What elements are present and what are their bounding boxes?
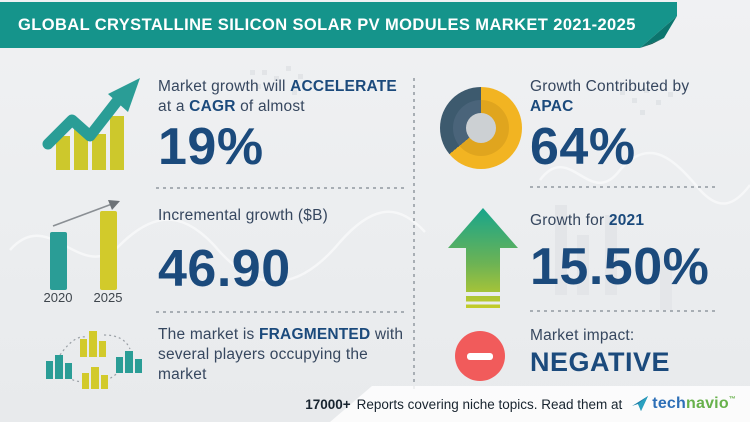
logo-trademark: ™ xyxy=(728,396,736,403)
fragmented-market-icon xyxy=(46,331,142,389)
apac-value: 64% xyxy=(530,118,636,176)
logo-text-navio: navio xyxy=(686,395,729,412)
title-ribbon xyxy=(0,2,677,48)
separator-right-2 xyxy=(530,310,715,312)
market-impact-value: NEGATIVE xyxy=(530,347,671,377)
technavio-logo[interactable]: tech navio ™ xyxy=(632,395,736,413)
market-impact-label: Market impact: xyxy=(530,327,635,344)
cagr-value: 19% xyxy=(158,118,264,176)
apac-label-line2: APAC xyxy=(530,98,574,116)
growth-2021-value: 15.50% xyxy=(530,238,710,296)
cagr-label: CAGR xyxy=(189,98,236,116)
market-structure-statement: The market is FRAGMENTED with several pl… xyxy=(158,325,410,385)
bar-comparison-icon xyxy=(50,200,120,290)
donut-hole xyxy=(466,113,496,143)
growth-label-text: Growth for xyxy=(530,212,609,229)
reports-count: 17000+ xyxy=(305,396,351,412)
growth-chart-icon xyxy=(42,78,140,170)
cagr-text-1: Market growth will xyxy=(158,78,291,95)
bar-year-start-label: 2020 xyxy=(43,290,73,305)
apac-label-line1: Growth Contributed by xyxy=(530,78,690,95)
column-divider xyxy=(413,78,415,393)
up-arrow-icon xyxy=(448,208,518,308)
donut-chart-icon xyxy=(440,87,522,169)
footer-message: Reports covering niche topics. Read them… xyxy=(356,396,623,412)
cagr-statement: Market growth will ACCELERATE at a CAGR … xyxy=(158,77,413,117)
structure-text-2: with several players occupying the marke… xyxy=(158,326,404,384)
technavio-arrow-icon xyxy=(632,396,649,411)
incremental-growth-label: Incremental growth ($B) xyxy=(158,207,328,224)
cagr-accelerate-label: ACCELERATE xyxy=(290,78,397,95)
bar-year-end-label: 2025 xyxy=(93,290,123,305)
fragmented-label: FRAGMENTED xyxy=(259,326,371,343)
cagr-text-2: at a xyxy=(158,98,190,116)
separator-right-1 xyxy=(530,186,715,188)
footer-band xyxy=(330,386,750,422)
incremental-growth-value: 46.90 xyxy=(158,240,291,298)
negative-impact-icon xyxy=(455,331,505,381)
apac-label: Growth Contributed by APAC xyxy=(530,77,740,117)
footer: 17000+ Reports covering niche topics. Re… xyxy=(305,395,736,413)
growth-year-label: 2021 xyxy=(608,212,645,229)
cagr-text-3: of almost xyxy=(235,98,305,116)
separator-middle-1 xyxy=(156,187,406,189)
structure-text-1: The market is xyxy=(158,326,259,343)
separator-middle-2 xyxy=(156,311,406,313)
growth-2021-label: Growth for 2021 xyxy=(530,211,740,231)
logo-text-tech: tech xyxy=(652,395,686,412)
minus-icon xyxy=(467,352,493,360)
page-title: GLOBAL CRYSTALLINE SILICON SOLAR PV MODU… xyxy=(18,16,636,34)
